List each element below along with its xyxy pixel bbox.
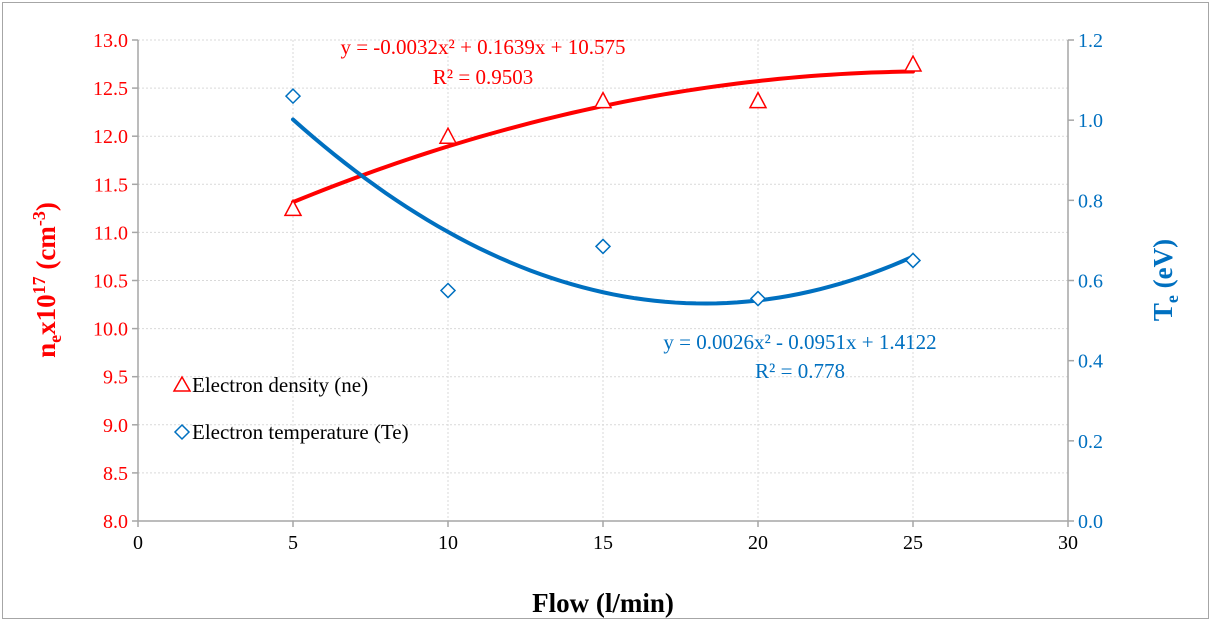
x-tick-label: 20: [748, 532, 768, 554]
y-right-tick-label: 1.0: [1078, 110, 1103, 132]
ne-point: [593, 91, 613, 109]
y-left-label-unit-sup: -3: [29, 211, 49, 226]
y-right-tick-label: 0.4: [1078, 351, 1103, 373]
x-tick-label: 5: [288, 532, 298, 554]
ne-point: [903, 54, 923, 72]
x-axis-title: Flow (l/min): [532, 588, 674, 618]
y-right-label-sub: e: [1162, 295, 1182, 303]
ne-point: [283, 198, 303, 217]
legend-te-label: Electron temperature (Te): [192, 420, 409, 444]
y-left-tick-label: 12.5: [93, 78, 128, 100]
x-tick-label: 15: [593, 532, 613, 554]
y-left-label-sup: 17: [29, 276, 49, 294]
y-left-tick-label: 9.0: [103, 415, 128, 437]
y-left-tick-label: 9.5: [103, 367, 128, 389]
te-trendline: [291, 117, 915, 306]
y-left-label-close: ): [31, 202, 61, 211]
y-right-tick-label: 0.8: [1078, 190, 1103, 212]
x-tick-label: 25: [903, 532, 923, 554]
te-equation: y = 0.0026x² - 0.0951x + 1.4122: [663, 330, 936, 354]
y-left-label-sub: e: [45, 335, 65, 343]
legend: Electron density (ne) Electron temperatu…: [172, 373, 409, 444]
ne-point: [748, 91, 768, 109]
y-right-tick-label: 0.0: [1078, 511, 1103, 533]
tick-labels: 0 5 10 15 20 25 30 8.0 8.5 9.0 9.5 10.0 10.5 11.0 11.5…: [93, 30, 1103, 554]
y-right-tick-label: 0.6: [1078, 271, 1103, 293]
te-point: [904, 252, 922, 269]
y-left-tick-label: 11.5: [94, 174, 128, 196]
te-point: [594, 238, 612, 255]
y-left-tick-label: 10.0: [93, 319, 128, 341]
y-left-label-main: n: [31, 343, 61, 358]
y-left-tick-label: 10.5: [93, 271, 128, 293]
y-right-axis-title: Te (eV): [1148, 239, 1182, 321]
y-right-label-unit: (eV): [1148, 239, 1178, 295]
y-right-tick-label: 1.2: [1078, 30, 1103, 52]
x-tick-label: 10: [438, 532, 458, 554]
te-point: [284, 88, 302, 105]
ne-point: [438, 126, 458, 144]
legend-ne-label: Electron density (ne): [192, 373, 368, 397]
data-markers: [283, 54, 923, 307]
te-r2: R² = 0.778: [755, 359, 845, 383]
y-left-tick-label: 13.0: [93, 30, 128, 52]
legend-te-diamond-icon: [173, 423, 191, 441]
y-left-tick-label: 11.0: [94, 222, 128, 244]
te-point: [749, 290, 767, 307]
y-left-label-rest: x10: [31, 294, 61, 335]
x-tick-label: 0: [133, 532, 143, 554]
y-left-tick-label: 12.0: [93, 126, 128, 148]
legend-ne-triangle-icon: [172, 375, 192, 392]
y-left-tick-label: 8.5: [103, 463, 128, 485]
y-right-tick-label: 0.2: [1078, 431, 1103, 453]
x-tick-label: 30: [1058, 532, 1078, 554]
axes: [132, 39, 1074, 527]
y-left-label-unit: (cm: [31, 226, 61, 277]
y-right-label-main: T: [1148, 303, 1178, 321]
ne-equation: y = -0.0032x² + 0.1639x + 10.575: [340, 35, 625, 59]
ne-r2: R² = 0.9503: [433, 65, 533, 89]
te-point: [439, 282, 457, 299]
y-left-tick-label: 8.0: [103, 511, 128, 533]
y-left-axis-title: nex1017 (cm-3): [29, 202, 65, 358]
